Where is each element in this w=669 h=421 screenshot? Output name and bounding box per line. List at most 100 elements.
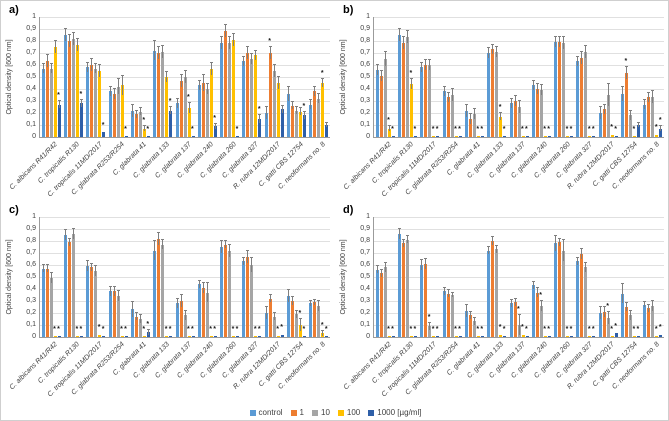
significance-marker: * bbox=[235, 125, 239, 133]
y-tick-label: 0,6 bbox=[26, 261, 36, 268]
error-bar bbox=[473, 109, 475, 119]
bar-1000 bbox=[413, 135, 417, 137]
error-bar bbox=[46, 55, 48, 68]
error-bar bbox=[54, 41, 56, 53]
bar-1000 bbox=[525, 135, 529, 137]
significance-marker: * bbox=[191, 125, 194, 133]
error-bar bbox=[465, 304, 467, 317]
error-bar-cap bbox=[535, 83, 539, 85]
error-bar-cap bbox=[157, 231, 161, 233]
error-bar-cap bbox=[41, 264, 45, 265]
error-bar-cap bbox=[379, 70, 383, 71]
error-bar bbox=[492, 237, 494, 245]
error-bar bbox=[198, 280, 200, 288]
error-bar bbox=[269, 295, 271, 303]
error-bar bbox=[398, 229, 400, 239]
y-tick-label: 0,5 bbox=[360, 73, 370, 80]
error-bar bbox=[559, 37, 561, 47]
bar-control bbox=[175, 103, 179, 137]
bar-control bbox=[220, 43, 224, 137]
error-bar-cap bbox=[179, 73, 183, 75]
error-bar-cap bbox=[535, 286, 539, 288]
error-bar bbox=[139, 108, 141, 116]
error-bar bbox=[80, 99, 82, 107]
bar-1000 bbox=[570, 335, 574, 337]
bar-control bbox=[531, 285, 535, 337]
significance-marker: * bbox=[610, 124, 613, 132]
bar-10 bbox=[651, 305, 655, 337]
y-axis-title: Optical density [600 nm] bbox=[6, 239, 13, 315]
bar-100 bbox=[232, 39, 236, 137]
error-bar-cap bbox=[401, 36, 405, 38]
error-bar bbox=[652, 301, 654, 311]
error-bar bbox=[139, 315, 141, 323]
y-tick-label: 0,1 bbox=[360, 121, 370, 128]
bar-1000 bbox=[236, 135, 240, 137]
error-bar bbox=[559, 238, 561, 246]
error-bar bbox=[188, 103, 190, 113]
legend-swatch-1 bbox=[290, 409, 297, 416]
error-bar-cap bbox=[580, 50, 584, 52]
bar-1000 bbox=[79, 103, 83, 137]
error-bar-cap bbox=[428, 59, 432, 61]
error-bar-cap bbox=[71, 228, 75, 229]
bar-control bbox=[643, 304, 647, 337]
bar-1000 bbox=[280, 334, 284, 337]
y-tick-label: 0,6 bbox=[360, 61, 370, 68]
bar-control bbox=[509, 103, 513, 137]
error-bar bbox=[135, 110, 137, 118]
error-bar-cap bbox=[580, 248, 584, 250]
error-bar bbox=[563, 37, 565, 50]
error-bar bbox=[243, 257, 245, 265]
error-bar bbox=[451, 89, 453, 101]
error-bar-cap bbox=[539, 300, 543, 301]
bar-10 bbox=[161, 51, 165, 137]
error-bar bbox=[46, 265, 48, 273]
y-tick-label: 0,2 bbox=[26, 109, 36, 116]
error-bar bbox=[202, 74, 204, 92]
bar-1000 bbox=[480, 335, 484, 337]
error-bar-cap bbox=[90, 262, 94, 264]
error-bar bbox=[158, 47, 160, 59]
significance-marker: * bbox=[658, 117, 662, 125]
legend-item-control: control bbox=[249, 408, 283, 417]
error-bar bbox=[166, 72, 168, 82]
error-bar bbox=[91, 263, 93, 271]
bar-1000 bbox=[592, 135, 596, 137]
bar-1000 bbox=[303, 115, 307, 137]
panel-d: d) Optical density [600 nm] 1 0,9 0,8 0,7 0,6… bbox=[335, 201, 668, 401]
error-bar-cap bbox=[509, 97, 513, 99]
bar-control bbox=[576, 261, 580, 337]
error-bar bbox=[109, 86, 111, 97]
error-bar-cap bbox=[629, 309, 633, 311]
significance-marker: * bbox=[435, 125, 439, 133]
bar-10 bbox=[250, 59, 254, 137]
error-bar bbox=[117, 79, 119, 94]
error-bar-cap bbox=[606, 83, 610, 85]
bar-1 bbox=[90, 65, 94, 137]
bar-10 bbox=[295, 110, 299, 137]
bar-1000 bbox=[436, 135, 440, 137]
bar-100 bbox=[254, 55, 258, 137]
error-bar bbox=[314, 86, 316, 97]
bar-control bbox=[108, 291, 112, 337]
error-bar-cap bbox=[250, 53, 254, 55]
panel-b: b) Optical density [600 nm] 1 0,9 0,8 0,7 0,6… bbox=[335, 1, 668, 201]
bar-10 bbox=[205, 292, 209, 337]
bar-control bbox=[309, 303, 313, 337]
y-axis-title: Optical density [600 nm] bbox=[6, 39, 13, 115]
bar-1 bbox=[468, 315, 472, 337]
significance-marker: * bbox=[636, 325, 640, 333]
error-bar-cap bbox=[464, 303, 468, 305]
bar-10 bbox=[49, 68, 53, 137]
bar-10 bbox=[383, 267, 387, 337]
error-bar-cap bbox=[201, 73, 205, 75]
error-bar bbox=[154, 41, 156, 61]
significance-marker: * bbox=[476, 325, 480, 333]
error-bar bbox=[555, 236, 557, 251]
bar-1000 bbox=[146, 135, 150, 137]
error-bar-cap bbox=[142, 125, 146, 127]
error-bar bbox=[421, 260, 423, 270]
bar-10 bbox=[539, 90, 543, 137]
bar-1 bbox=[647, 97, 651, 137]
